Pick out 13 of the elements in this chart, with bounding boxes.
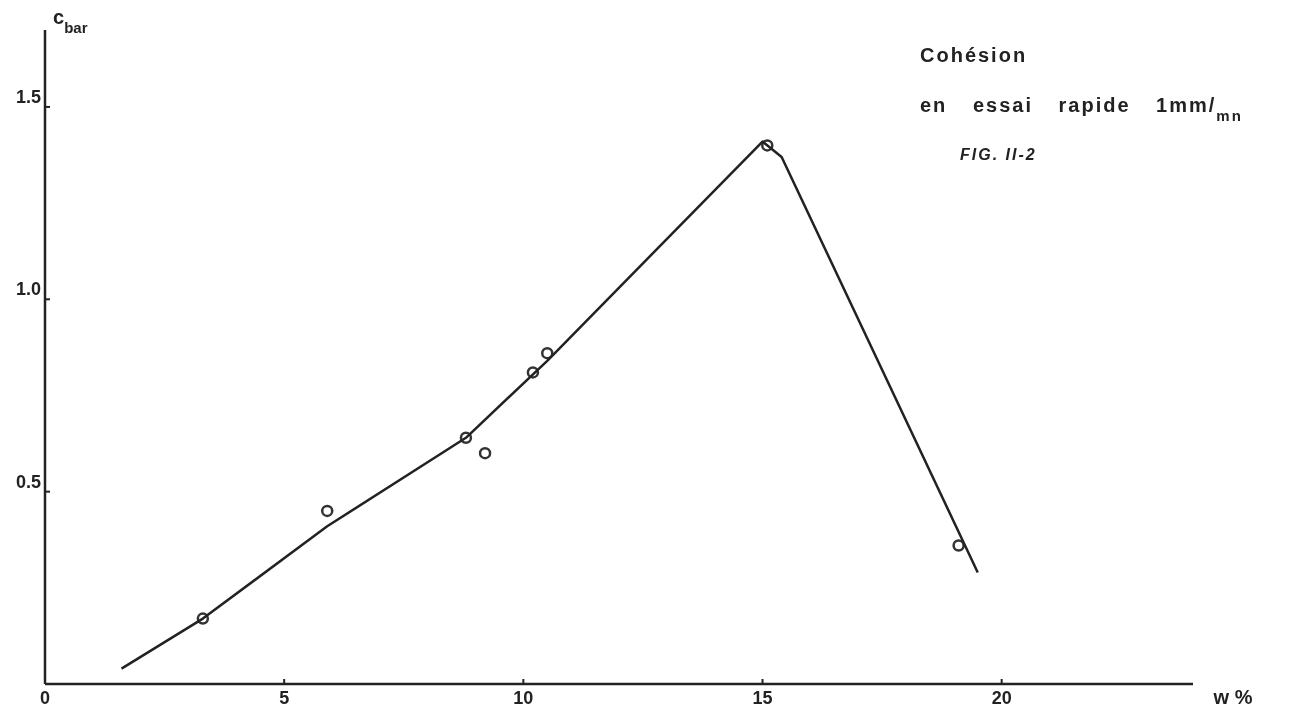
x-axis-title: w % [1212,686,1253,708]
y-tick-label: 1.0 [15,279,41,300]
text: Cohésion [920,44,1028,66]
y-tick-label: 0.5 [15,471,41,492]
x-tick-label: 20 [991,688,1012,708]
x-tick-label: 15 [752,688,773,708]
x-tick-label: 10 [513,688,534,708]
x-tick-label: 5 [279,688,290,708]
y-axis-title: c$_{bar}$ [53,6,88,36]
x-tick-label: 0 [39,688,51,708]
annotation: FIG. II-2 [960,146,1037,163]
text: en essai rapide 1mm/$_{mn}$ [920,94,1243,124]
y-tick-label: 1.5 [15,86,41,107]
